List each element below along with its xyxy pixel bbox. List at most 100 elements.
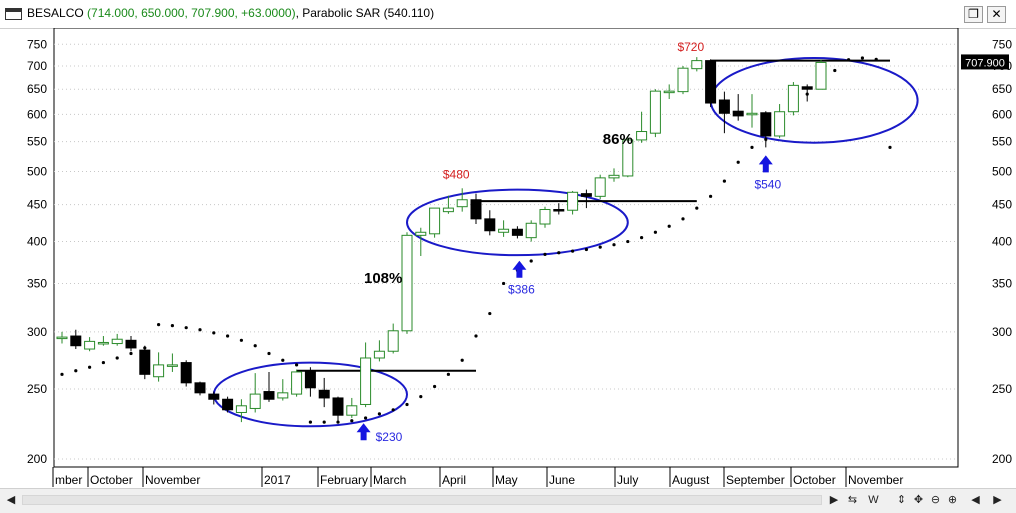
y-tick-label-left: 650: [27, 82, 47, 96]
x-tick-label: November: [848, 473, 903, 487]
y-tick-label-left: 450: [27, 198, 47, 212]
y-tick-label-right: 350: [992, 276, 1012, 290]
candle: [387, 323, 399, 354]
sar-dot: [584, 247, 589, 252]
candle-body: [677, 67, 689, 93]
sar-dot: [750, 145, 754, 149]
zoom-in-icon[interactable]: ⊕: [947, 494, 958, 506]
support-arrow-icon: [356, 423, 371, 441]
candle-body: [746, 112, 758, 116]
sar-dot: [184, 326, 188, 330]
candle: [539, 206, 551, 228]
step-forward-icon[interactable]: ▶: [993, 494, 1002, 506]
tool-week-icon[interactable]: W: [868, 494, 879, 506]
candle-body: [732, 110, 744, 117]
sar-dot: [860, 56, 865, 60]
candle-body: [815, 61, 827, 90]
candle: [622, 135, 634, 178]
candle: [84, 337, 96, 352]
candle-body: [208, 393, 220, 400]
sar-dot: [198, 328, 202, 332]
candle: [139, 345, 151, 380]
chart-scrollbar[interactable]: ◀ ▶ ⇆ W ⇕ ✥ ⊖ ⊕ ◀ ▶: [0, 488, 1016, 513]
tool-vertical-scale-icon[interactable]: ⇕: [896, 494, 907, 506]
candle: [525, 220, 537, 242]
candle-body: [525, 222, 537, 239]
sar-dot: [695, 206, 699, 210]
sar-dot: [226, 334, 230, 338]
y-tick-label-left: 600: [27, 107, 47, 121]
indicator-label: Parabolic SAR (540.110): [302, 6, 435, 20]
sar-dot: [391, 408, 395, 412]
zoom-out-icon[interactable]: ⊖: [930, 494, 941, 506]
candle-body: [346, 405, 358, 416]
support-price-label: $230: [376, 430, 403, 444]
candle-body: [442, 207, 454, 213]
x-tick-label: February: [320, 473, 368, 487]
price-chart[interactable]: 200 200 250 250 300 300 350 350 400 400 450 450 500 5…: [0, 28, 1016, 488]
candle: [787, 82, 799, 116]
sar-dot: [419, 395, 423, 399]
support-price-label: $386: [508, 283, 535, 297]
candle: [567, 190, 579, 215]
candle-body: [153, 364, 165, 378]
sar-dot: [377, 412, 381, 416]
last-price-badge: [961, 54, 1009, 70]
sar-dot: [350, 419, 354, 423]
candle: [235, 399, 247, 423]
candle: [594, 174, 606, 200]
y-tick-label-right: 600: [992, 107, 1012, 121]
restore-icon: ❐: [968, 7, 979, 21]
candle-body: [111, 338, 123, 345]
sar-dot: [88, 365, 92, 369]
candle-body: [415, 231, 427, 236]
step-back-icon[interactable]: ◀: [971, 494, 980, 506]
close-window-button[interactable]: ✕: [987, 6, 1006, 23]
candle: [774, 104, 786, 139]
candle-body: [277, 392, 289, 399]
tool-fit-icon[interactable]: ⇆: [847, 494, 858, 506]
y-tick-label-right: 450: [992, 198, 1012, 212]
x-tick-label: 2017: [264, 473, 291, 487]
candle: [760, 111, 772, 148]
candle: [166, 353, 178, 372]
sar-dot: [281, 358, 285, 362]
candle-body: [70, 335, 82, 347]
sar-dot: [653, 230, 658, 234]
candle-body: [401, 234, 413, 332]
tool-pan-icon[interactable]: ✥: [913, 494, 924, 506]
percent-gain-label: 108%: [364, 270, 402, 287]
sar-dot: [74, 369, 78, 373]
candle-body: [263, 391, 275, 400]
restore-window-button[interactable]: ❐: [964, 6, 983, 23]
candle-body: [580, 193, 592, 197]
candle-body: [222, 398, 234, 411]
y-tick-label-left: 550: [27, 135, 47, 149]
candle: [125, 336, 137, 352]
candle-body: [608, 174, 620, 179]
window-icon: [5, 8, 22, 20]
scroll-right-button[interactable]: ▶: [829, 494, 839, 506]
title-bar: BESALCO (714.000, 650.000, 707.900, +63.…: [0, 0, 1016, 29]
candle-body: [801, 86, 813, 90]
plot-frame: [53, 28, 959, 468]
candle: [208, 391, 220, 405]
x-tick-label: April: [442, 473, 466, 487]
candle-body: [691, 60, 703, 70]
y-tick-label-right: 650: [992, 82, 1012, 96]
y-tick-label-left: 200: [27, 452, 47, 466]
candle: [346, 397, 358, 418]
candle: [815, 59, 827, 90]
sar-dot: [129, 351, 133, 356]
sar-dot: [847, 58, 851, 62]
candle-body: [360, 357, 372, 405]
sar-dot: [598, 245, 602, 249]
scroll-track[interactable]: [22, 495, 822, 505]
y-tick-label-left: 250: [27, 382, 47, 396]
close-icon: ✕: [991, 7, 1002, 21]
sar-dot: [460, 358, 464, 362]
x-tick-label: September: [726, 473, 785, 487]
sar-dot: [308, 420, 312, 424]
scroll-left-button[interactable]: ◀: [6, 494, 16, 506]
ohlc-readout: (714.000, 650.000, 707.900, +63.0000): [87, 6, 296, 20]
